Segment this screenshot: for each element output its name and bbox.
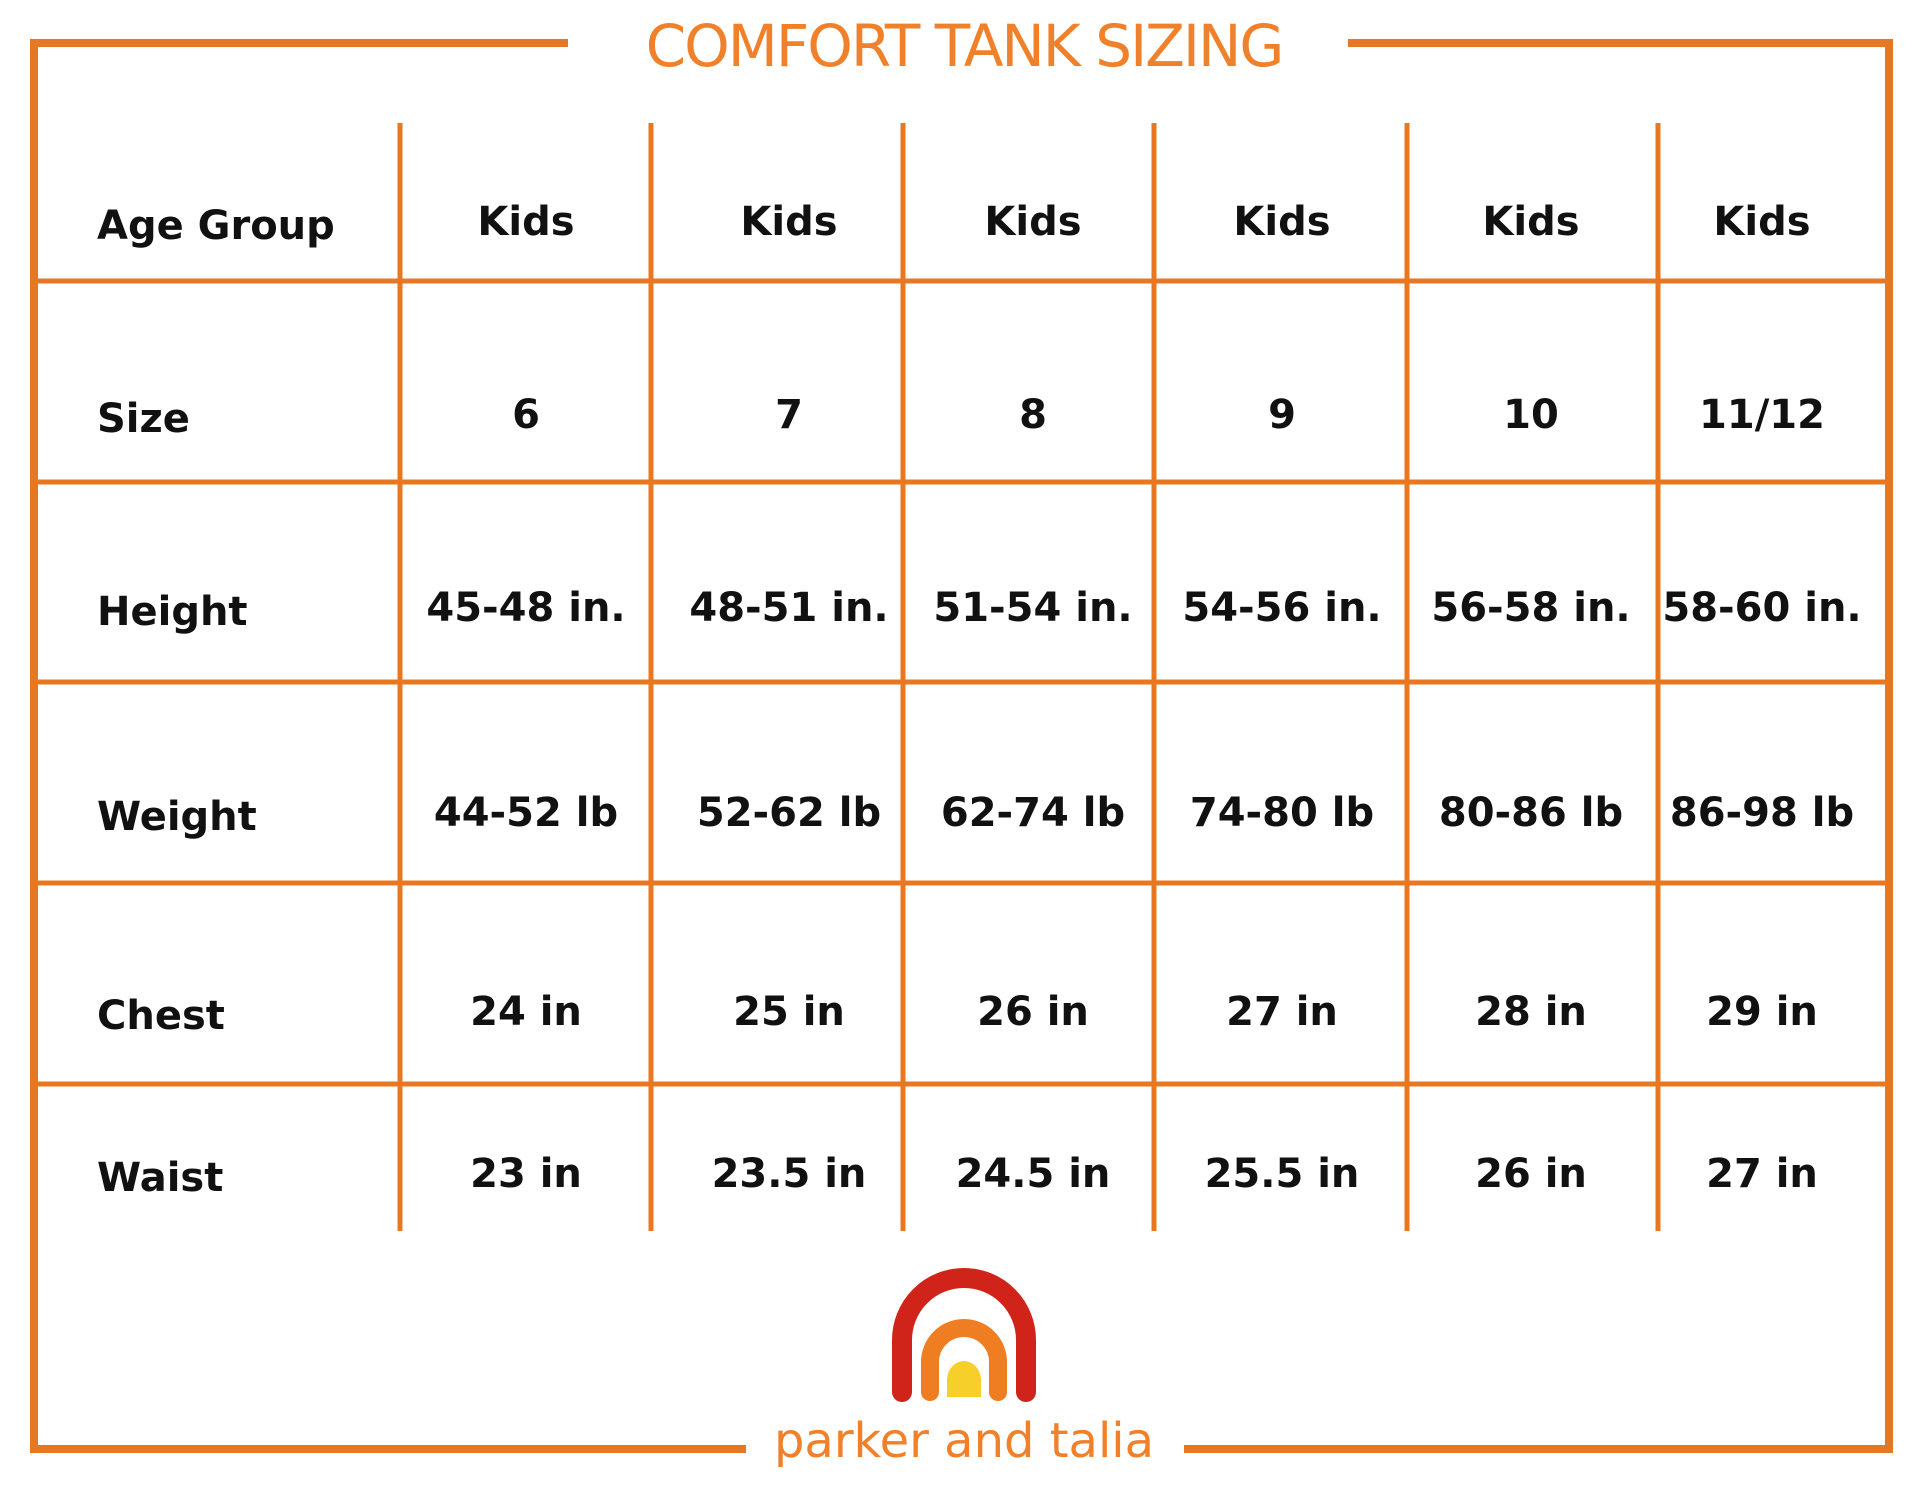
- row-label: Weight: [97, 794, 257, 840]
- cell-value: 56-58 in.: [1431, 585, 1630, 631]
- row-label: Chest: [97, 993, 225, 1039]
- cell-value: 26 in: [1475, 1151, 1587, 1197]
- cell-value: 9: [1268, 392, 1296, 438]
- cell-value: 25.5 in: [1205, 1151, 1360, 1197]
- cell-value: Kids: [477, 199, 574, 245]
- logo-arc: [921, 1319, 1007, 1401]
- frame: [1184, 39, 1893, 1453]
- cell-value: 51-54 in.: [933, 585, 1132, 631]
- cell-value: 10: [1503, 392, 1559, 438]
- cell-value: Kids: [1482, 199, 1579, 245]
- cell-value: 45-48 in.: [426, 585, 625, 631]
- logo-arc: [892, 1268, 1036, 1402]
- row-label: Size: [97, 396, 190, 442]
- cell-value: Kids: [1233, 199, 1330, 245]
- frame: [30, 39, 746, 1453]
- row-label: Waist: [97, 1155, 223, 1201]
- title: COMFORT TANK SIZING: [646, 12, 1283, 80]
- cell-value: 58-60 in.: [1662, 585, 1861, 631]
- row-label: Height: [97, 589, 248, 635]
- brand: parker and talia: [774, 1413, 1154, 1469]
- cell-value: Kids: [1713, 199, 1810, 245]
- cell-value: 25 in: [733, 989, 845, 1035]
- cell-value: 54-56 in.: [1182, 585, 1381, 631]
- row-label: Age Group: [97, 203, 335, 249]
- cell-value: 62-74 lb: [941, 790, 1125, 836]
- cell-value: 7: [775, 392, 803, 438]
- cell-value: 23 in: [470, 1151, 582, 1197]
- cell-value: 29 in: [1706, 989, 1818, 1035]
- cell-value: 24 in: [470, 989, 582, 1035]
- cell-value: 28 in: [1475, 989, 1587, 1035]
- cell-value: Kids: [740, 199, 837, 245]
- table: Age Group Kids Kids Kids Kids Kids Kids Size 6 7 8…: [97, 199, 1862, 1201]
- cell-value: 52-62 lb: [697, 790, 881, 836]
- cell-value: 80-86 lb: [1439, 790, 1623, 836]
- cell-value: 23.5 in: [712, 1151, 867, 1197]
- cell-value: 24.5 in: [956, 1151, 1111, 1197]
- cell-value: 27 in: [1226, 989, 1338, 1035]
- cell-value: 74-80 lb: [1190, 790, 1374, 836]
- cell-value: 6: [512, 392, 540, 438]
- cell-value: 27 in: [1706, 1151, 1818, 1197]
- logo: [892, 1268, 1036, 1402]
- cell-value: 44-52 lb: [434, 790, 618, 836]
- cell-value: 8: [1019, 392, 1047, 438]
- cell-value: 26 in: [977, 989, 1089, 1035]
- cell-value: 11/12: [1699, 392, 1825, 438]
- cell-value: Kids: [984, 199, 1081, 245]
- table-grid: [34, 123, 1885, 1231]
- cell-value: 86-98 lb: [1670, 790, 1854, 836]
- cell-value: 48-51 in.: [689, 585, 888, 631]
- logo-sun: [947, 1361, 981, 1397]
